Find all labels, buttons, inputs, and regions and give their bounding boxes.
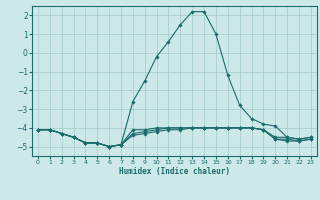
X-axis label: Humidex (Indice chaleur): Humidex (Indice chaleur)	[119, 167, 230, 176]
